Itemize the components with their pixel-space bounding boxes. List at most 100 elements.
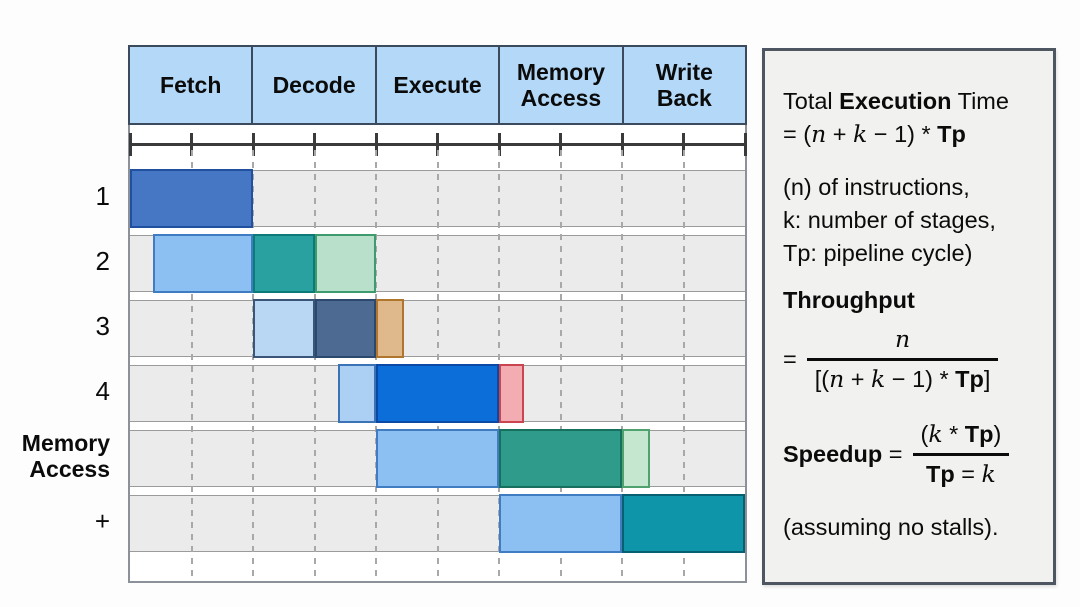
grid-line [559,150,562,578]
formula-token: ) [993,421,1002,447]
formula-token: k [928,420,943,448]
formula-token: Total [783,88,840,114]
formula-token: * [942,421,965,447]
pipeline-bar [376,299,404,358]
speedup-label: Speedup = [783,438,903,471]
total-execution-time-formula: = (n + k − 1) * Tp [783,118,1035,151]
pipeline-bar [130,169,253,228]
formula-token: Speedup [783,441,883,467]
formula-token: Tp [937,121,966,147]
pipeline-bar [253,234,315,293]
stage-header-execute: Execute [374,45,499,125]
formula-token: k [981,460,996,488]
grid-line [313,150,316,578]
row-label-3: 3 [95,310,110,341]
formula-token: k [853,120,868,148]
variable-definitions: (n) of instructions, k: number of stages… [783,171,1035,270]
pipeline-bar [314,234,376,293]
pipeline-row-band [130,429,745,488]
stalls-footnote: (assuming no stalls). [783,511,1035,544]
formula-token: n [829,365,845,393]
formula-token: = [882,441,903,467]
formula-token: n [895,325,911,353]
ruler-tick [743,133,747,156]
row-label-2: 2 [95,245,110,276]
pipeline-chart: Fetch Decode Execute Memory Access Write Bac… [128,45,748,583]
formula-token: Tp [926,461,955,487]
formula-token: Time [951,88,1009,114]
grid-line [190,150,193,578]
pipeline-bar [376,364,499,423]
formula-token: − 1) * [867,121,938,147]
formula-token: + [844,366,872,392]
formula-token: Tp [964,421,994,447]
formula-token: k: number of stages, [783,207,996,233]
formula-token: n [811,120,827,148]
formula-token: Tp [955,366,984,392]
throughput-formula: = n [(n + k − 1) * Tp] [783,323,1035,396]
pipeline-bar [499,364,524,423]
ruler-tick [436,133,439,156]
stage-header-write-back: Write Back [621,45,748,125]
speedup-numerator: (k * Tp) [913,418,1010,453]
ruler-tick [497,133,501,156]
grid-line [252,150,254,578]
definition-tp: Tp: pipeline cycle) [783,237,1035,270]
total-execution-time-title: Total Execution Time [783,85,1035,118]
pipeline-bar [152,234,253,293]
ruler-tick [620,133,624,156]
pipeline-bar [499,429,622,488]
row-label-memory-access: Memory Access [21,430,110,483]
ruler-tick [313,133,316,156]
row-label-+: + [94,505,110,536]
pipeline-bar [499,494,622,553]
ruler-tick [374,133,378,156]
pipeline-bar [314,299,376,358]
formula-token: Tp: pipeline cycle) [783,240,973,266]
row-label-1: 1 [95,180,110,211]
pipeline-bar [376,429,499,488]
ruler-tick [559,133,562,156]
formula-token: Throughput [783,287,915,313]
throughput-denominator: [(n + k − 1) * Tp] [806,358,999,396]
ruler-tick [682,133,685,156]
grid-line [621,150,623,578]
formula-token: k [871,365,886,393]
speedup-formula: Speedup = (k * Tp) Tp = k [783,418,1035,491]
throughput-numerator: n [807,323,999,358]
pipeline-row-band [130,364,745,423]
definition-k: k: number of stages, [783,204,1035,237]
stage-header-memory-access: Memory Access [498,45,622,125]
throughput-fraction: n [(n + k − 1) * Tp] [806,323,999,396]
throughput-equals: = [783,346,797,372]
definition-n: (n) of instructions, [783,171,1035,204]
formula-token: + [826,121,854,147]
formula-token: (assuming no stalls). [783,514,999,540]
ruler-tick [251,133,255,156]
formula-token: (n) of instructions, [783,174,970,200]
stage-header-decode: Decode [251,45,375,125]
stage-header-row: Fetch Decode Execute Memory Access Write Bac… [128,45,748,125]
formula-token: = ( [783,121,812,147]
grid-line [682,150,685,578]
pipeline-bar [622,429,650,488]
pipeline-bar [338,364,376,423]
pipeline-bar [253,299,315,358]
total-execution-time-block: Total Execution Time = (n + k − 1) * Tp [783,85,1035,151]
speedup-fraction: (k * Tp) Tp = k [912,418,1010,491]
speedup-denominator: Tp = k [912,453,1010,491]
formula-token: − 1) * [885,366,956,392]
formula-panel: Total Execution Time = (n + k − 1) * Tp … [762,48,1056,585]
ruler-tick [128,133,132,156]
formula-token: ] [983,366,991,392]
pipeline-bar [622,494,745,553]
formula-token: = [954,461,982,487]
stage-header-fetch: Fetch [128,45,252,125]
formula-token: [( [814,366,830,392]
throughput-label: Throughput [783,284,1035,317]
row-labels-column: 1 2 3 4 Memory Access + [0,45,122,583]
ruler-tick [190,133,193,156]
row-label-4: 4 [95,375,110,406]
formula-token: Execution [839,88,952,114]
formula-token: ( [920,421,929,447]
